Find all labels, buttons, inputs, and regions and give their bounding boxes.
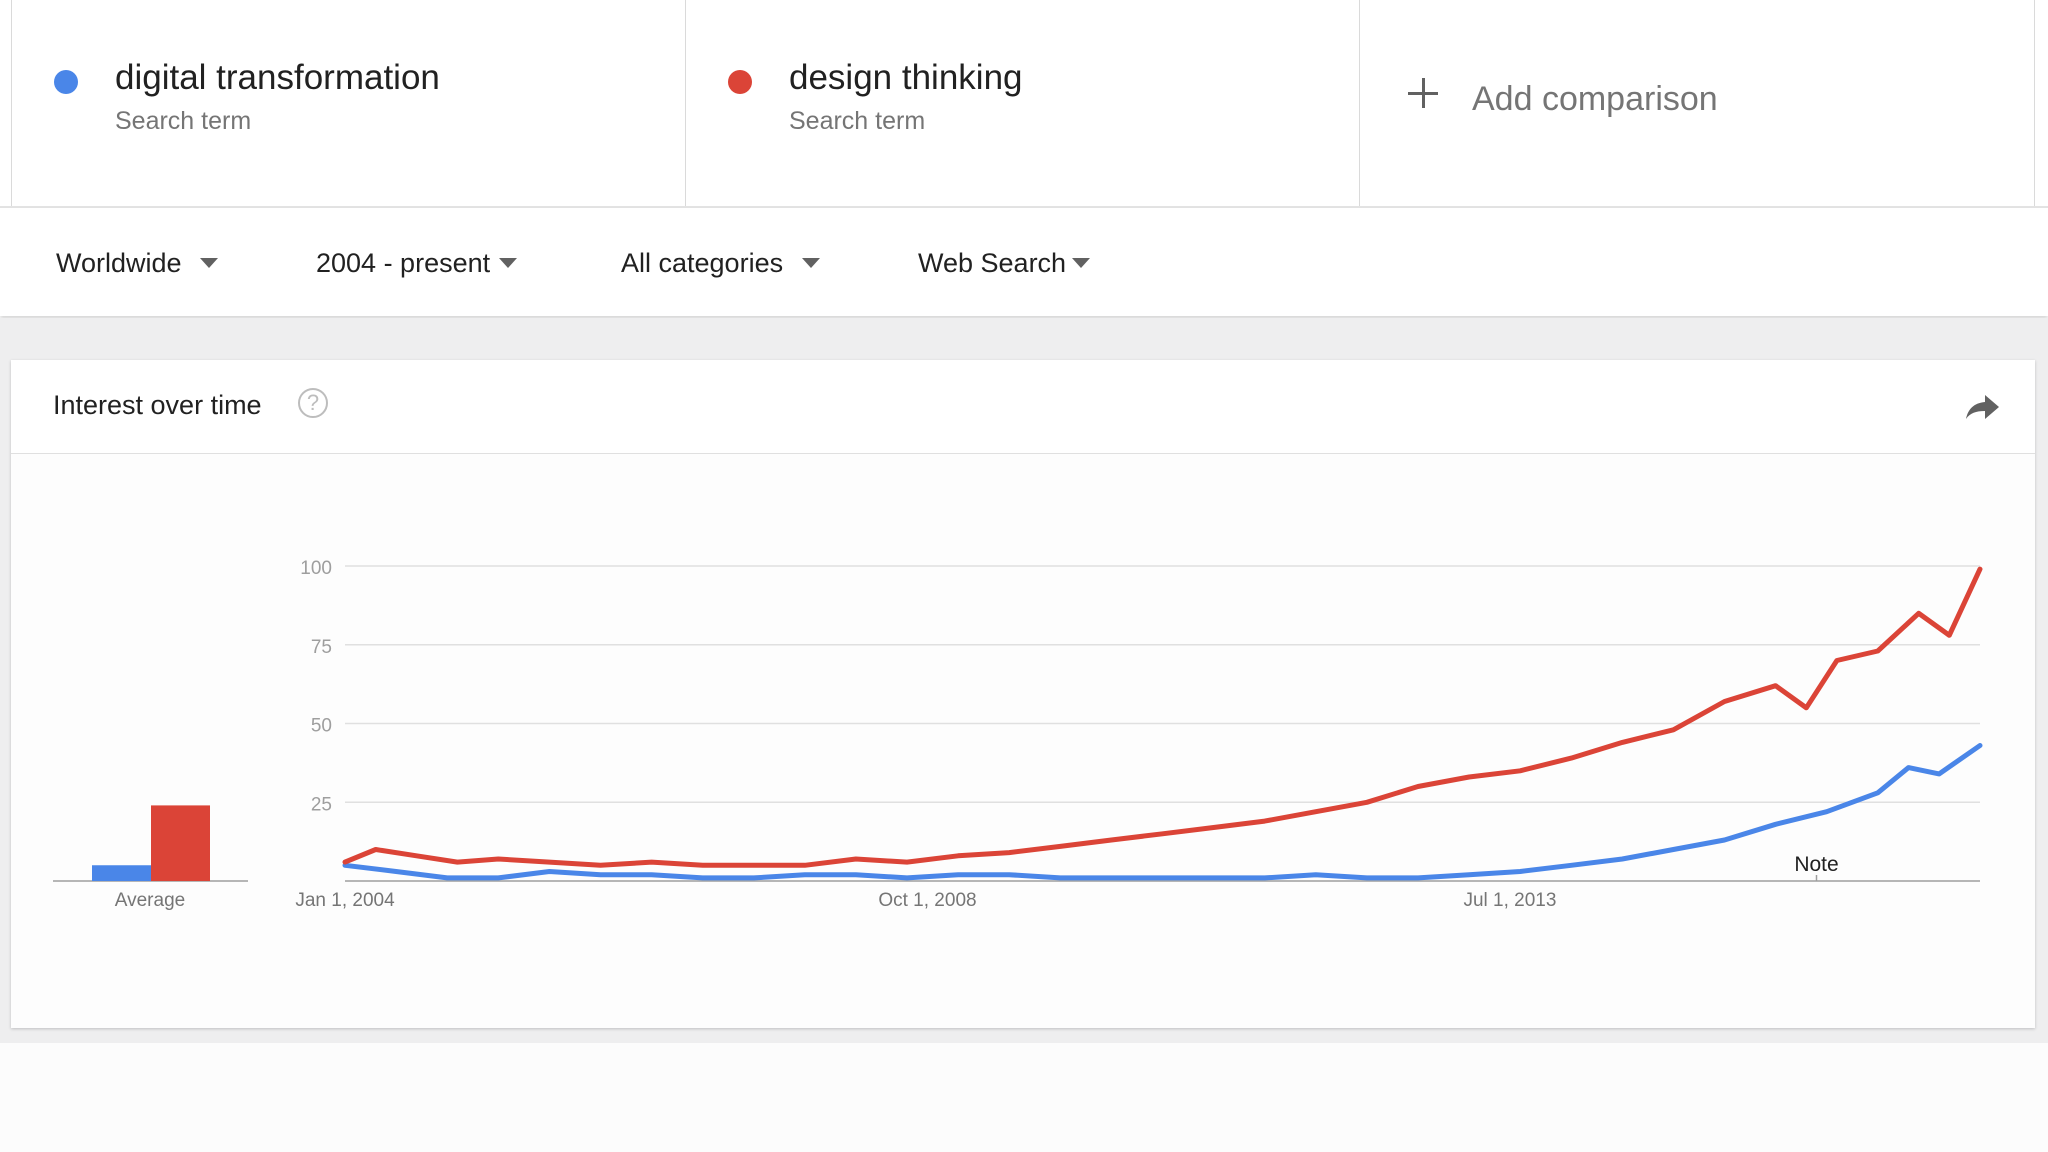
term-subtitle: Search term [115, 107, 252, 135]
interest-over-time-card: Interest over time ? [11, 360, 2035, 1028]
time-range-dropdown[interactable]: 2004 - present [316, 248, 491, 278]
chevron-down-icon[interactable] [1072, 258, 1090, 268]
comparison-bar: digital transformation Search term desig… [0, 0, 2048, 208]
filter-bar [0, 208, 2048, 316]
share-arrow-icon[interactable] [1963, 392, 2003, 422]
search-type-dropdown[interactable]: Web Search [918, 248, 1067, 278]
term-card-digital-transformation[interactable]: digital transformation Search term [11, 0, 685, 206]
term-card-design-thinking[interactable]: design thinking Search term [685, 0, 1359, 206]
term-subtitle: Search term [789, 107, 926, 135]
plus-icon[interactable] [1408, 78, 1438, 108]
page-footer-area [0, 1043, 2048, 1152]
add-comparison-button[interactable] [1359, 0, 2035, 206]
card-header: Interest over time ? [11, 360, 2035, 454]
series-color-dot [728, 70, 752, 94]
term-name[interactable]: design thinking [789, 58, 1023, 97]
divider [0, 206, 2048, 208]
term-name[interactable]: digital transformation [115, 58, 440, 97]
category-dropdown[interactable]: All categories [621, 248, 784, 278]
series-color-dot [54, 70, 78, 94]
chevron-down-icon[interactable] [802, 258, 820, 268]
card-title: Interest over time [53, 390, 262, 420]
chevron-down-icon[interactable] [499, 258, 517, 268]
help-circle-icon[interactable]: ? [298, 388, 328, 418]
chevron-down-icon[interactable] [200, 258, 218, 268]
add-comparison-label[interactable]: Add comparison [1472, 80, 1718, 118]
region-dropdown[interactable]: Worldwide [56, 248, 182, 278]
chart-area [11, 454, 2035, 1028]
